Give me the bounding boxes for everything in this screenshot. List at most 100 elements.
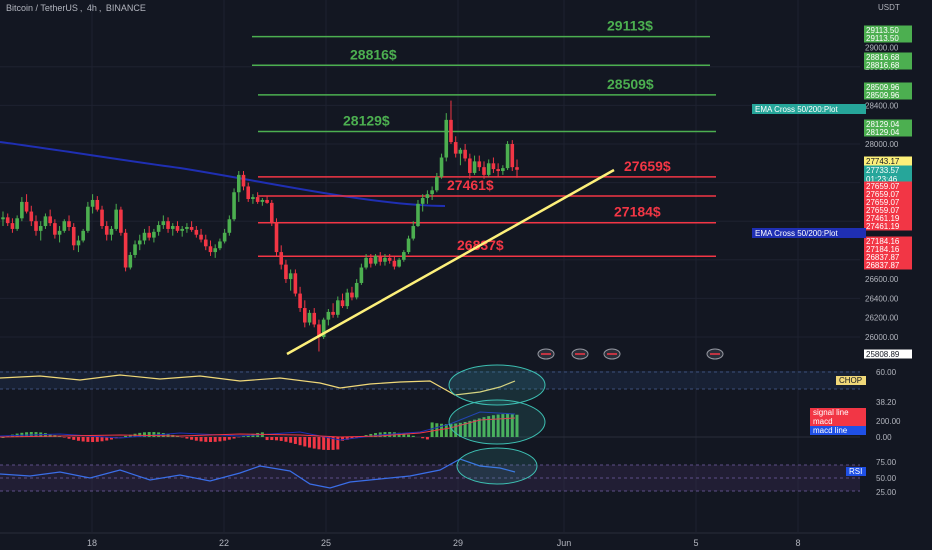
price-tick-label: 26600.00 [865,275,899,284]
level-label: 27659$ [624,158,671,174]
candle-body [189,226,194,230]
candle-body [76,240,81,246]
price-tick-label: 26400.00 [865,294,899,303]
candle-body [416,203,420,227]
time-axis[interactable]: 18 22 25 29 Jun 5 8 [0,532,860,548]
price-tag-bg [864,52,912,62]
macd-bar [72,437,76,440]
price-tag: 27733.57 [866,166,900,175]
macd-bar [43,433,47,437]
price-tag: 28129.04 [866,120,900,129]
candle-body [152,231,156,238]
macd-bar [81,437,85,442]
macd-bar [128,434,132,437]
symbol-title[interactable]: Bitcoin / TetherUS, 4h, BINANCE [6,3,146,13]
candle-body [170,226,175,229]
candle-body [175,226,180,231]
candle-body [48,216,52,224]
candle-body [62,221,67,231]
macd-bar [473,419,477,437]
candle-body [104,226,109,235]
macd-bar [152,432,156,437]
macd-label: signal line [813,408,849,417]
macd-bar [105,437,109,441]
price-tag-bg [864,189,912,199]
macd-bar [326,437,330,450]
price-tag: 29113.50 [866,34,899,43]
candle-body [236,174,241,193]
candle-body [359,267,364,283]
macd-bar [161,433,165,437]
candle-body [515,167,519,170]
candle-body [218,241,222,249]
candle-body [86,206,90,231]
candle-body [100,209,104,227]
macd-bar [175,436,179,437]
macd-bar [336,437,340,450]
price-tag: 27461.19 [866,222,900,231]
macd-bar [293,437,297,444]
price-tag-bg [864,252,912,262]
candle-body [95,199,100,210]
candle-body [383,257,387,262]
macd-bar [458,422,462,437]
macd-bar [322,437,326,450]
candle-body [336,300,340,315]
ema-label-bg [752,104,866,114]
price-tag-bg [864,213,912,223]
candle-body [34,221,38,231]
macd-bar [515,414,519,437]
macd-bar [227,437,231,440]
price-tick-label: 26000.00 [865,333,899,342]
macd-bar [185,437,189,439]
candle-body [90,199,95,207]
candle-body [392,260,397,267]
level-label: 28129$ [343,113,390,129]
macd-bar [265,437,269,441]
candle-body [317,324,321,337]
macd-bar [289,437,293,443]
price-tag-bg [864,174,912,184]
time-tick-label: 25 [321,538,331,548]
macd-bar [1,437,5,438]
chop-band [0,371,860,389]
macd-bar [58,436,62,437]
candle-body [20,201,24,219]
macd-bar [124,435,128,437]
macd-bar [199,437,203,442]
price-tag-bg [864,90,912,100]
candle-body [350,292,354,298]
price-axis[interactable]: 26000.00 26200.00 26400.00 26600.00 28000.00… [752,25,912,498]
candle-body [293,273,298,294]
macd-bar [312,437,316,449]
price-tag: 27461.19 [866,214,900,223]
macd-bar [477,418,481,437]
candle-body [156,225,161,232]
candle-body [486,163,491,175]
price-tag: 29113.50 [866,26,899,35]
price-tag: 28816.68 [866,61,900,70]
candle-body [420,198,425,204]
event-markers[interactable] [537,348,724,360]
price-tag: 26837.87 [866,253,900,262]
time-tick-label: 5 [693,538,698,548]
candle-body [265,199,269,203]
candle-body [326,311,331,320]
candle-body [269,202,274,224]
interval: 4h [86,3,97,13]
candle-body [142,232,147,241]
candle-body [203,239,208,247]
candle-body [496,169,500,172]
candle-body [38,226,43,231]
macd-bar [67,437,71,439]
macd-bar [48,434,52,437]
trendline[interactable] [286,168,615,356]
macd-bar [208,437,212,442]
macd-bar [142,432,146,437]
candle-body [133,244,137,255]
candle-body [482,167,486,175]
rsi-tick: 50.00 [876,474,897,483]
price-tag-bg [864,181,912,191]
